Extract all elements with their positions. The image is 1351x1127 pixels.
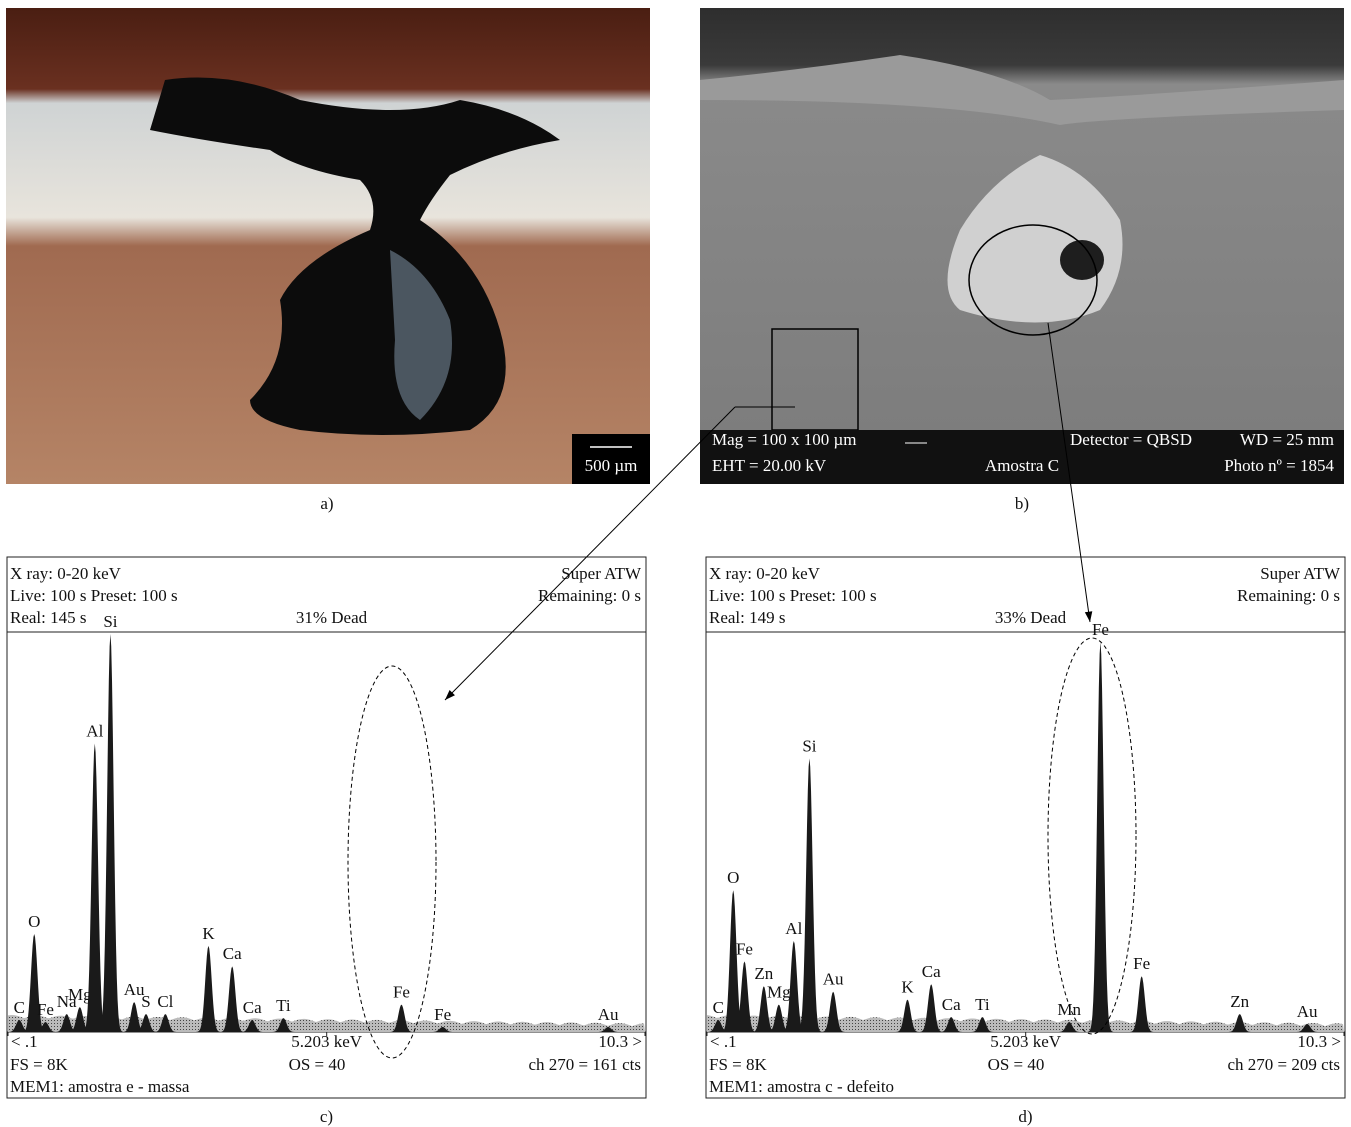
- peak-label: C: [14, 998, 25, 1017]
- peak-label: Zn: [1230, 992, 1249, 1011]
- x-tick-label: 5.203 keV: [291, 1032, 363, 1051]
- footer-text: FS = 8K: [10, 1055, 68, 1074]
- peak-label: Ca: [223, 944, 242, 963]
- peak-label: Ti: [975, 995, 990, 1014]
- scale-label: 500 µm: [585, 456, 638, 475]
- peak-label: Al: [86, 721, 103, 740]
- x-tick-label: 5.203 keV: [990, 1032, 1062, 1051]
- footer-text: OS = 40: [289, 1055, 346, 1074]
- peak-label: Ca: [942, 995, 961, 1014]
- info-text: Amostra C: [985, 456, 1059, 475]
- header-text: Live: 100 s Preset: 100 s: [709, 586, 877, 605]
- peak-label: Au: [598, 1005, 619, 1024]
- caption: a): [320, 494, 333, 513]
- peak-label: Fe: [1133, 954, 1150, 973]
- footer-text: MEM1: amostra c - defeito: [709, 1077, 894, 1096]
- header-text: Super ATW: [561, 564, 642, 583]
- caption: b): [1015, 494, 1029, 513]
- peak-label: Fe: [434, 1005, 451, 1024]
- peak-label: S: [141, 992, 150, 1011]
- peak-label: Fe: [1092, 620, 1109, 639]
- info-text: EHT = 20.00 kV: [712, 456, 827, 475]
- x-tick-label: < .1: [710, 1032, 737, 1051]
- peak-label: O: [727, 868, 739, 887]
- peak-label: Ti: [276, 996, 291, 1015]
- figure: 500 µm a) Mag = 100 x 100 µm Detector = …: [0, 0, 1351, 1127]
- peak-label: Ca: [243, 998, 262, 1017]
- peak-label: Cl: [157, 992, 173, 1011]
- peak-label: Mn: [1057, 1000, 1081, 1019]
- header-text: X ray: 0-20 keV: [10, 564, 122, 583]
- header-text: Remaining: 0 s: [538, 586, 641, 605]
- peak-label: Fe: [37, 1000, 54, 1019]
- photo-b: Mag = 100 x 100 µm Detector = QBSD WD = …: [700, 8, 1344, 484]
- x-tick-label: < .1: [11, 1032, 38, 1051]
- peak-label: Si: [802, 736, 816, 755]
- header-text: Real: 149 s: [709, 608, 786, 627]
- footer-text: MEM1: amostra e - massa: [10, 1077, 190, 1096]
- header-text: Real: 145 s: [10, 608, 87, 627]
- peak-label: Ca: [922, 962, 941, 981]
- header-text: Remaining: 0 s: [1237, 586, 1340, 605]
- caption: c): [320, 1107, 333, 1126]
- photo-a: 500 µm: [6, 8, 650, 484]
- peak-label: Si: [103, 612, 117, 631]
- peak-label: Zn: [754, 964, 773, 983]
- header-text: Super ATW: [1260, 564, 1341, 583]
- header-text: Live: 100 s Preset: 100 s: [10, 586, 178, 605]
- peak-label: K: [202, 924, 215, 943]
- footer-text: OS = 40: [988, 1055, 1045, 1074]
- info-text: Detector = QBSD: [1070, 430, 1192, 449]
- peak-label: Mg: [767, 983, 791, 1002]
- peak-label: Al: [785, 919, 802, 938]
- x-tick-label: 10.3 >: [598, 1032, 642, 1051]
- x-tick-label: 10.3 >: [1297, 1032, 1341, 1051]
- header-text: 31% Dead: [296, 608, 368, 627]
- peak-label: Au: [1297, 1002, 1318, 1021]
- info-text: Mag = 100 x 100 µm: [712, 430, 857, 449]
- footer-text: FS = 8K: [709, 1055, 767, 1074]
- peak-label: C: [713, 998, 724, 1017]
- caption: d): [1018, 1107, 1032, 1126]
- footer-text: ch 270 = 209 cts: [1227, 1055, 1340, 1074]
- peak-label: Au: [823, 970, 844, 989]
- header-text: X ray: 0-20 keV: [709, 564, 821, 583]
- footer-text: ch 270 = 161 cts: [528, 1055, 641, 1074]
- peak-label: Fe: [736, 939, 753, 958]
- info-text: Photo nº = 1854: [1224, 456, 1334, 475]
- info-text: WD = 25 mm: [1240, 430, 1334, 449]
- peak-label: O: [28, 912, 40, 931]
- header-text: 33% Dead: [995, 608, 1067, 627]
- peak-label: Fe: [393, 983, 410, 1002]
- peak-label: K: [901, 978, 914, 997]
